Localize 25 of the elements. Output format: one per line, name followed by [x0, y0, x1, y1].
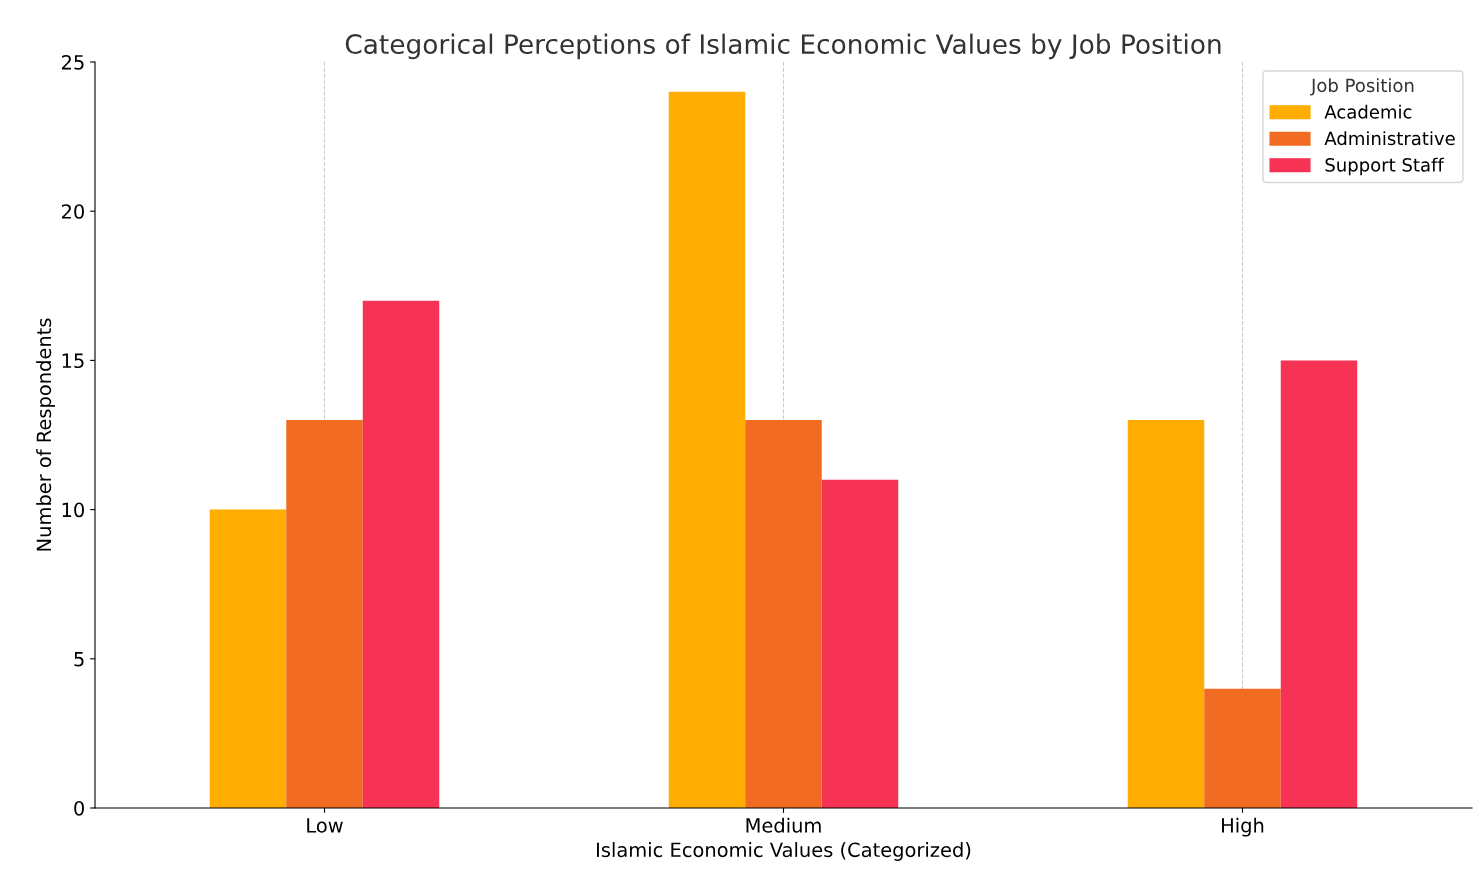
legend-title: Job Position	[1310, 78, 1414, 96]
y-tick-label: 0	[74, 800, 84, 816]
legend-label: Support Staff	[1325, 157, 1445, 176]
y-tick-label: 10	[62, 502, 84, 518]
legend-label: Administrative	[1324, 131, 1455, 146]
bar	[286, 420, 363, 808]
bar	[1204, 688, 1281, 808]
y-axis-title: Number of Respondents	[36, 318, 55, 551]
bar	[668, 91, 746, 808]
bar	[821, 479, 899, 808]
bar	[745, 420, 822, 808]
bar	[209, 509, 287, 808]
bar	[362, 300, 440, 808]
y-tick-label: 5	[74, 652, 84, 667]
bar	[1127, 420, 1205, 808]
bar	[1280, 360, 1358, 808]
x-tick-label: Low	[307, 818, 343, 833]
x-tick-label: High	[1222, 817, 1264, 837]
y-tick-label: 25	[61, 54, 84, 70]
y-tick-label: 20	[61, 204, 84, 219]
x-tick-label: Medium	[746, 817, 821, 833]
legend-label: Academic	[1324, 104, 1412, 119]
y-tick-label: 15	[62, 353, 84, 369]
chart-title: Categorical Perceptions of Islamic Economic Values by Job Position	[345, 33, 1221, 60]
x-axis-title: Islamic Economic Values (Categorized)	[597, 842, 971, 861]
